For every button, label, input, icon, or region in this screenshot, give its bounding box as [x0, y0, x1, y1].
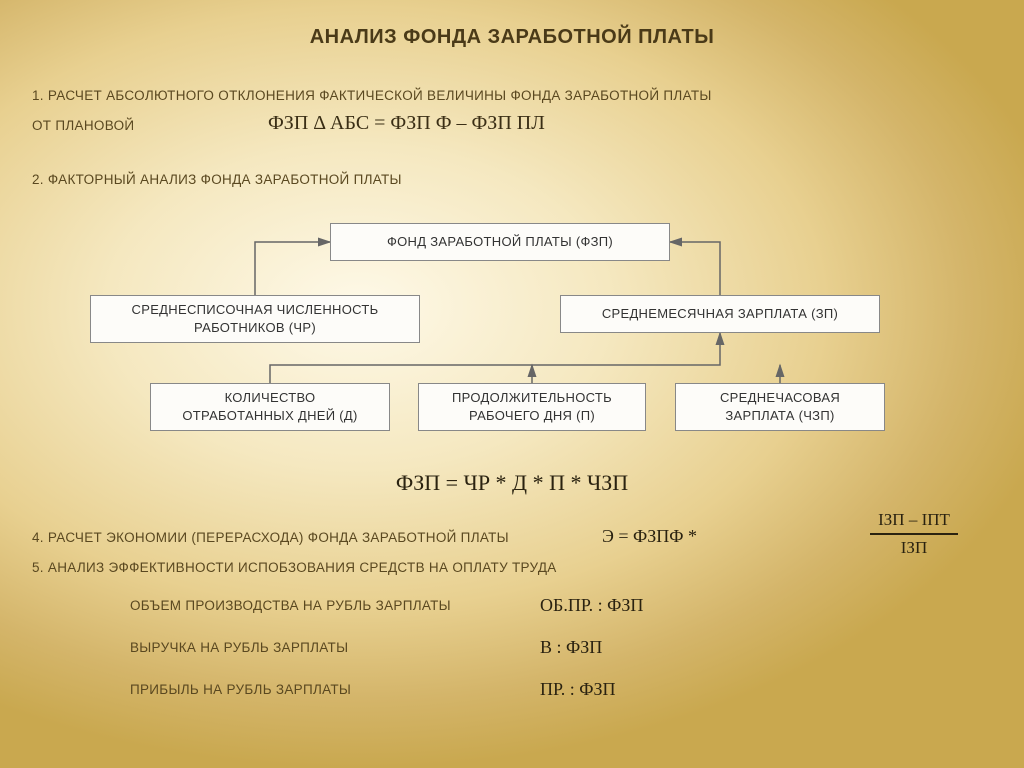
efficiency-row-formula-2: ПР. : ФЗП: [540, 679, 616, 700]
item5: 5. АНАЛИЗ ЭФФЕКТИВНОСТИ ИСПОБЗОВАНИЯ СРЕ…: [32, 560, 557, 575]
flowchart-node-l3b: ПРОДОЛЖИТЕЛЬНОСТЬРАБОЧЕГО ДНЯ (П): [418, 383, 646, 431]
efficiency-row-label-0: ОБЪЕМ ПРОИЗВОДСТВА НА РУБЛЬ ЗАРПЛАТЫ: [130, 598, 451, 613]
item4: 4. РАСЧЕТ ЭКОНОМИИ (ПЕРЕРАСХОДА) ФОНДА З…: [32, 530, 509, 545]
efficiency-row-formula-1: В : ФЗП: [540, 637, 602, 658]
flowchart-node-l3c: СРЕДНЕЧАСОВАЯЗАРПЛАТА (ЧЗП): [675, 383, 885, 431]
flowchart: ФОНД ЗАРАБОТНОЙ ПЛАТЫ (ФЗП) СРЕДНЕСПИСОЧН…: [0, 215, 1024, 455]
flowchart-node-l3a: КОЛИЧЕСТВООТРАБОТАННЫХ ДНЕЙ (Д): [150, 383, 390, 431]
efficiency-row-label-1: ВЫРУЧКА НА РУБЛЬ ЗАРПЛАТЫ: [130, 640, 348, 655]
item1-line1: 1. РАСЧЕТ АБСОЛЮТНОГО ОТКЛОНЕНИЯ ФАКТИЧЕ…: [32, 88, 712, 103]
formula-1: ФЗП Δ АБС = ФЗП Ф – ФЗП ПЛ: [268, 112, 545, 135]
formula-4-left: Э = ФЗПФ *: [602, 526, 697, 547]
flowchart-node-l2a: СРЕДНЕСПИСОЧНАЯ ЧИСЛЕННОСТЬРАБОТНИКОВ (Ч…: [90, 295, 420, 343]
fraction-bar: [870, 533, 958, 535]
item2: 2. ФАКТОРНЫЙ АНАЛИЗ ФОНДА ЗАРАБОТНОЙ ПЛА…: [32, 172, 402, 187]
flowchart-node-l2b: СРЕДНЕМЕСЯЧНАЯ ЗАРПЛАТА (ЗП): [560, 295, 880, 333]
item1-line2: ОТ ПЛАНОВОЙ: [32, 118, 134, 133]
formula-2: ФЗП = ЧР * Д * П * ЧЗП: [0, 470, 1024, 496]
efficiency-row-formula-0: ОБ.ПР. : ФЗП: [540, 595, 643, 616]
formula-4-fraction: IЗП – IПТ IЗП: [870, 510, 958, 558]
fraction-numerator: IЗП – IПТ: [870, 510, 958, 530]
efficiency-row-label-2: ПРИБЫЛЬ НА РУБЛЬ ЗАРПЛАТЫ: [130, 682, 351, 697]
flowchart-node-top: ФОНД ЗАРАБОТНОЙ ПЛАТЫ (ФЗП): [330, 223, 670, 261]
fraction-denominator: IЗП: [870, 538, 958, 558]
page-title: АНАЛИЗ ФОНДА ЗАРАБОТНОЙ ПЛАТЫ: [0, 0, 1024, 49]
